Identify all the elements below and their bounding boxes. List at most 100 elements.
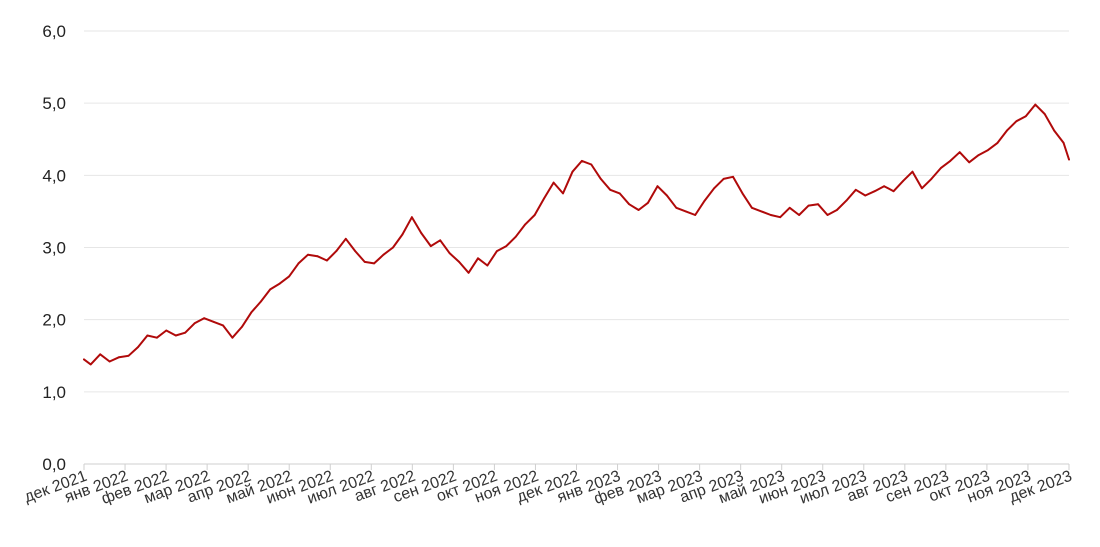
data-point [467,271,470,274]
data-point [826,214,829,216]
data-point [987,149,989,152]
data-point [769,214,772,216]
data-point [864,194,867,197]
y-tick-label: 5,0 [42,94,66,113]
data-point [458,261,460,263]
data-point [505,245,508,248]
data-point [836,209,838,211]
data-point [288,275,290,278]
series-line [83,103,1070,366]
data-point [241,326,243,328]
data-point [656,185,659,188]
data-point [609,188,612,191]
y-tick-label: 3,0 [42,239,66,258]
data-point [1068,158,1070,161]
data-point [684,210,687,213]
data-point [722,178,725,180]
data-point [307,253,309,256]
data-point [703,199,706,202]
data-point [118,356,120,359]
data-point [675,206,678,209]
data-point [562,192,564,195]
data-point [902,180,904,183]
data-point [911,170,914,173]
data-point [401,233,404,236]
data-point [628,203,630,206]
data-point [335,250,338,253]
data-point [316,255,319,258]
data-point [968,161,971,164]
data-point [203,317,206,320]
data-point [1015,120,1018,123]
data-point [977,154,980,157]
data-point [930,178,933,180]
y-tick-label: 1,0 [42,383,66,402]
data-point [713,187,715,190]
data-point [89,363,92,366]
data-point [845,199,848,202]
data-point [1043,113,1046,115]
data-point [439,239,442,242]
y-tick-label: 2,0 [42,311,66,330]
data-point [146,334,149,337]
data-point [533,214,536,216]
data-point [647,201,649,204]
data-point [883,185,885,188]
data-point [996,142,999,144]
data-point [165,329,168,332]
data-point [798,214,800,216]
data-point [694,214,697,216]
data-point [741,192,744,195]
data-point [184,331,187,334]
data-point [637,209,640,211]
data-point [543,197,545,200]
data-point [817,203,819,206]
data-point [921,187,923,190]
data-point [496,250,498,253]
data-point [382,253,385,256]
data-point [807,204,810,207]
data-point [1034,103,1037,106]
data-point [760,210,763,213]
data-point [524,223,527,226]
data-point [779,216,782,219]
data-point [411,216,413,219]
data-point [193,322,196,325]
data-point [1053,129,1056,132]
y-tick-label: 0,0 [42,455,66,474]
data-point [344,237,347,240]
data-point [83,358,85,361]
data-point [127,354,130,357]
data-point [212,320,215,323]
y-axis: 0,0 1,0 2,0 3,0 4,0 5,0 6,0 [42,22,66,474]
data-point [392,246,394,249]
y-tick-label: 6,0 [42,22,66,41]
data-point [892,190,895,193]
data-point [373,262,375,265]
data-point [269,288,272,291]
data-point [666,194,668,197]
data-point [751,206,753,209]
data-point [486,264,489,267]
data-point [231,336,234,339]
grid-layer [84,30,1069,393]
data-point [1006,129,1008,132]
data-point [99,353,102,356]
data-point [429,245,432,248]
data-point [618,192,621,195]
data-point [581,160,583,162]
data-point [156,336,158,339]
data-point [174,334,177,337]
data-point [354,250,357,253]
data-point [222,324,224,327]
data-point [571,170,574,173]
data-point [108,360,111,363]
data-point [250,311,253,314]
data-point [854,188,857,191]
data-point [278,282,281,285]
data-point [420,232,423,235]
data-point [137,346,139,348]
data-point [590,163,593,166]
series-layer [83,103,1070,366]
